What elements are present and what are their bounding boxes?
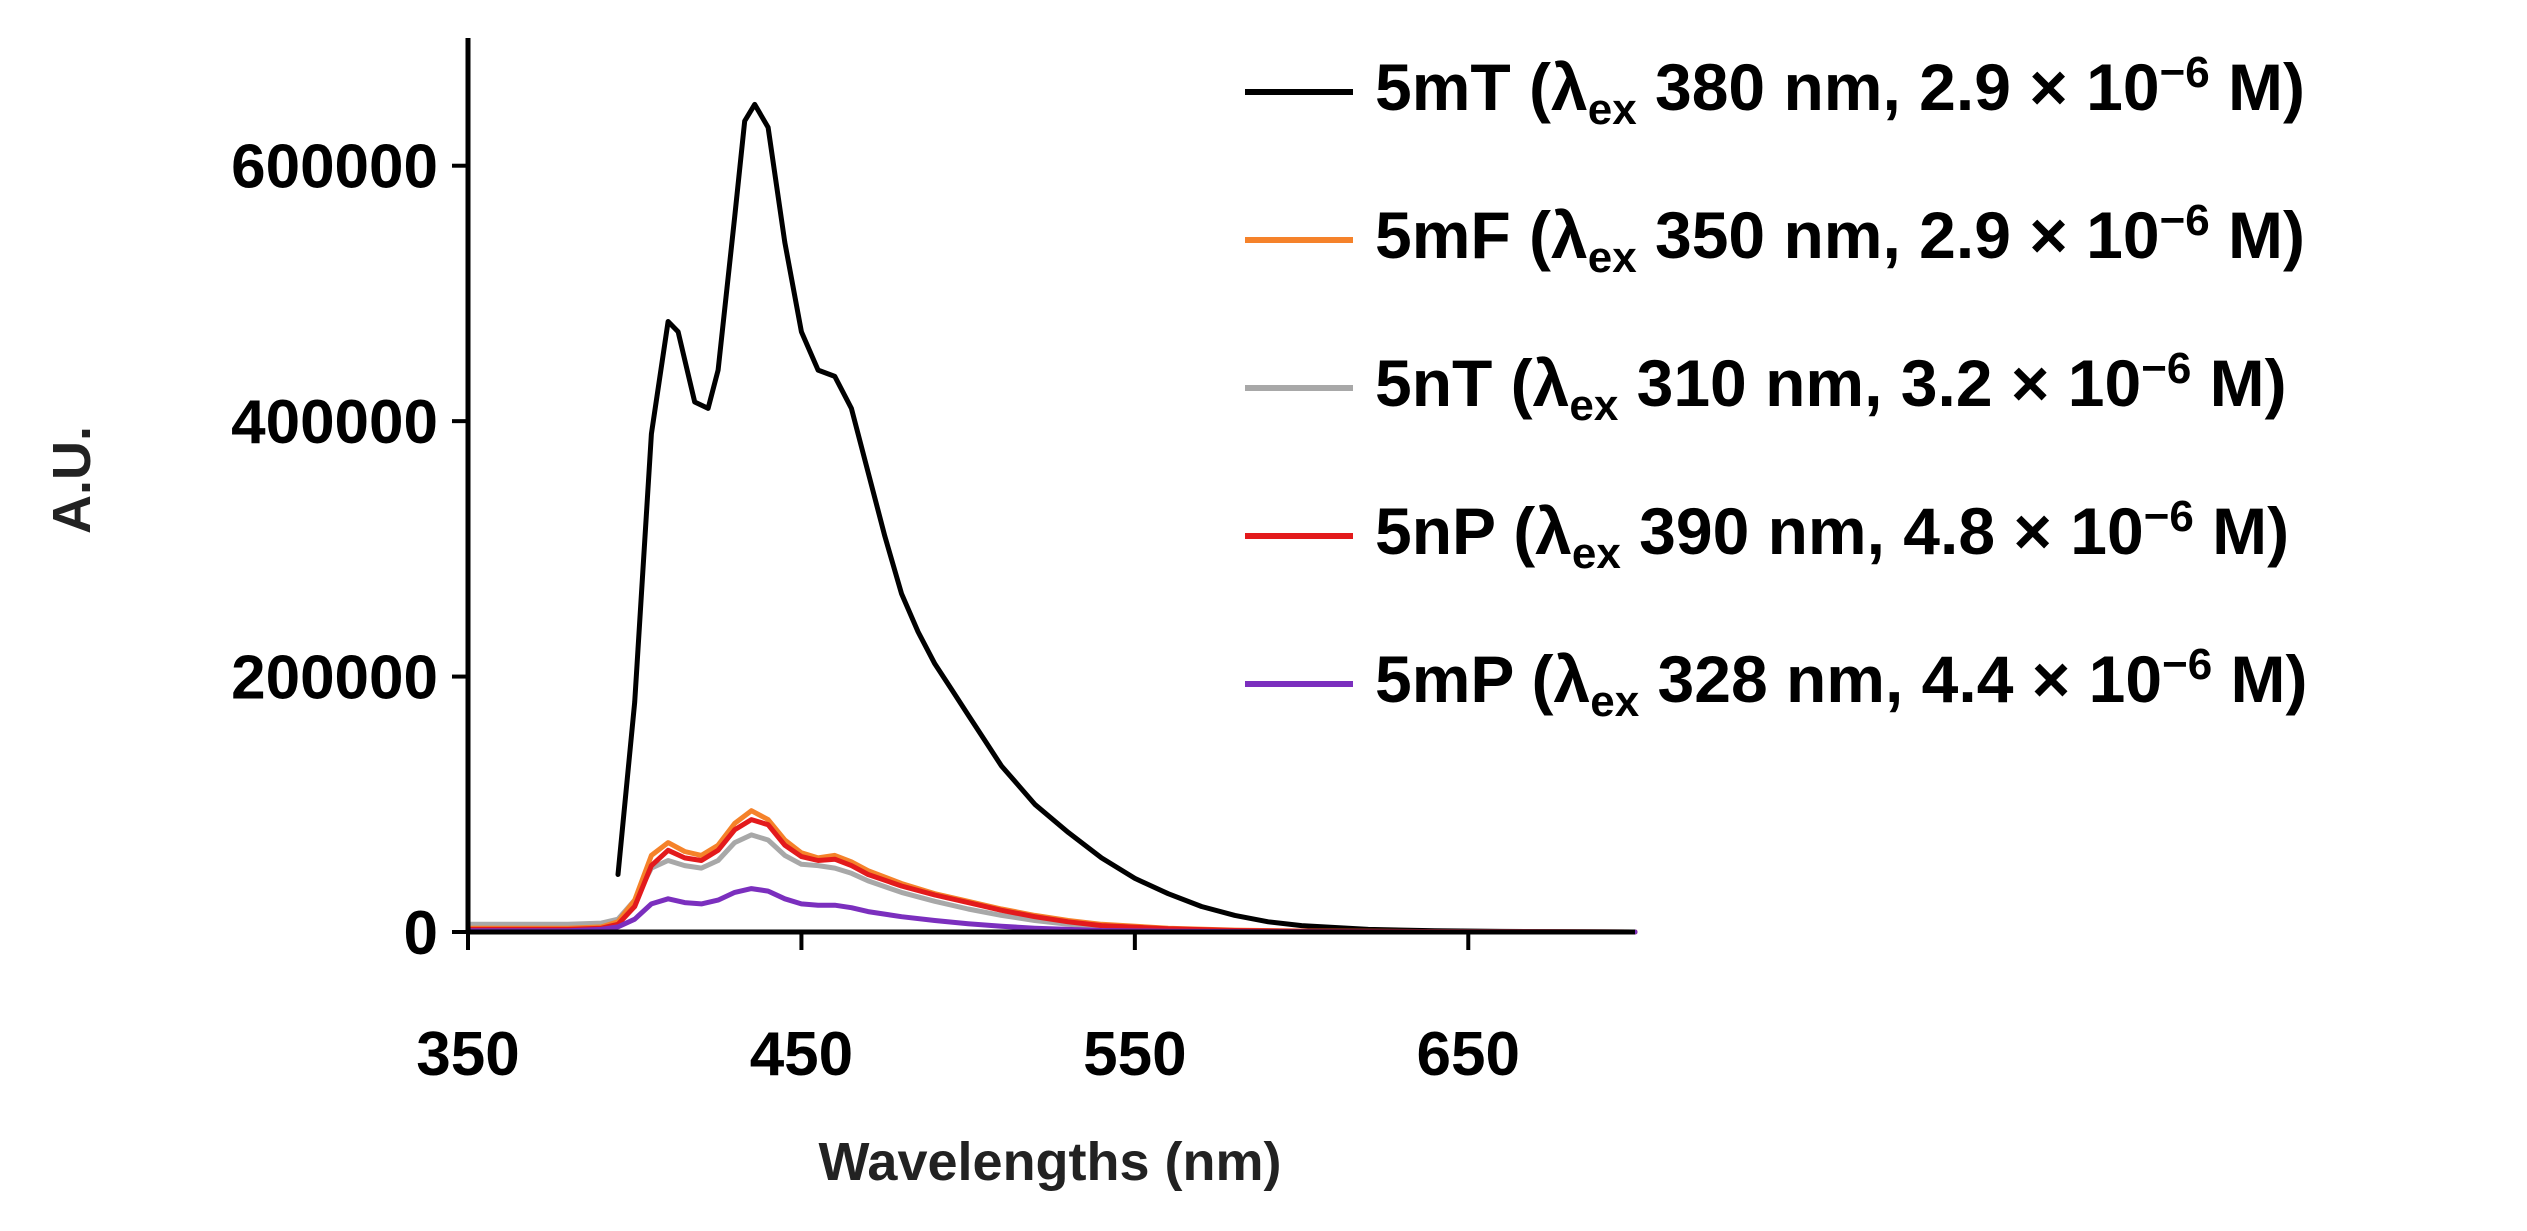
legend-swatch bbox=[1245, 681, 1353, 687]
legend-label-superscript: −6 bbox=[2143, 492, 2194, 542]
legend-label-main: 5nT (λ bbox=[1375, 346, 1570, 421]
legend-label-main: 5mF (λ bbox=[1375, 198, 1588, 273]
x-tick-label: 450 bbox=[750, 1020, 853, 1089]
legend-label: 5mF (λex 350 nm, 2.9 × 10−6 M) bbox=[1375, 196, 2305, 283]
legend-item: 5mT (λex 380 nm, 2.9 × 10−6 M) bbox=[1245, 18, 2515, 166]
legend-swatch bbox=[1245, 237, 1353, 243]
legend-label-superscript: −6 bbox=[2141, 344, 2192, 394]
series-line-5mP bbox=[465, 886, 1638, 935]
legend-label-subscript: ex bbox=[1571, 529, 1621, 579]
y-tick-label: 0 bbox=[404, 899, 438, 968]
series-layer bbox=[465, 101, 1638, 935]
legend-label-subscript: ex bbox=[1590, 677, 1640, 727]
x-axis-title: Wavelengths (nm) bbox=[818, 1132, 1281, 1192]
legend-label-main: 5mP (λ bbox=[1375, 642, 1591, 717]
legend-label: 5mT (λex 380 nm, 2.9 × 10−6 M) bbox=[1375, 48, 2305, 135]
legend-label-rest: 380 nm, 2.9 × 10 bbox=[1636, 50, 2160, 125]
legend-label-end: M) bbox=[2209, 198, 2305, 273]
legend-label-end: M) bbox=[2193, 494, 2290, 569]
y-tick-label: 400000 bbox=[231, 388, 438, 457]
legend-swatch bbox=[1245, 385, 1353, 391]
y-axis-title: A.U. bbox=[42, 426, 102, 534]
legend-label-end: M) bbox=[2212, 642, 2308, 717]
legend-swatch bbox=[1245, 533, 1353, 539]
legend-label: 5mP (λex 328 nm, 4.4 × 10−6 M) bbox=[1375, 640, 2308, 727]
legend-label-superscript: −6 bbox=[2159, 48, 2210, 98]
legend-label-subscript: ex bbox=[1587, 233, 1637, 283]
legend-label-superscript: −6 bbox=[2162, 640, 2213, 690]
axis-layer bbox=[452, 38, 1635, 950]
legend: 5mT (λex 380 nm, 2.9 × 10−6 M) 5mF (λex 3… bbox=[1245, 18, 2515, 758]
legend-label-subscript: ex bbox=[1569, 381, 1619, 431]
legend-label-rest: 350 nm, 2.9 × 10 bbox=[1636, 198, 2160, 273]
legend-label-subscript: ex bbox=[1587, 85, 1637, 135]
legend-item: 5nP (λex 390 nm, 4.8 × 10−6 M) bbox=[1245, 462, 2515, 610]
legend-item: 5mF (λex 350 nm, 2.9 × 10−6 M) bbox=[1245, 166, 2515, 314]
series-line-5mT bbox=[615, 101, 1638, 935]
legend-label-end: M) bbox=[2191, 346, 2287, 421]
legend-label: 5nT (λex 310 nm, 3.2 × 10−6 M) bbox=[1375, 344, 2287, 431]
legend-label: 5nP (λex 390 nm, 4.8 × 10−6 M) bbox=[1375, 492, 2289, 579]
legend-label-main: 5mT (λ bbox=[1375, 50, 1588, 125]
y-tick-label: 600000 bbox=[231, 133, 438, 202]
legend-label-rest: 328 nm, 4.4 × 10 bbox=[1639, 642, 2163, 717]
legend-label-main: 5nP (λ bbox=[1375, 494, 1572, 569]
legend-label-superscript: −6 bbox=[2159, 196, 2210, 246]
legend-item: 5mP (λex 328 nm, 4.4 × 10−6 M) bbox=[1245, 610, 2515, 758]
x-tick-label: 350 bbox=[416, 1020, 519, 1089]
x-tick-label: 550 bbox=[1083, 1020, 1186, 1089]
legend-label-rest: 390 nm, 4.8 × 10 bbox=[1620, 494, 2144, 569]
tick-labels: 350 450 550 650 0 200000 400000 600000 bbox=[231, 133, 1520, 1089]
legend-label-end: M) bbox=[2209, 50, 2305, 125]
legend-label-rest: 310 nm, 3.2 × 10 bbox=[1618, 346, 2142, 421]
series-line-5nP bbox=[465, 817, 1638, 935]
legend-swatch bbox=[1245, 89, 1353, 95]
x-tick-label: 650 bbox=[1417, 1020, 1520, 1089]
y-tick-label: 200000 bbox=[231, 644, 438, 713]
legend-item: 5nT (λex 310 nm, 3.2 × 10−6 M) bbox=[1245, 314, 2515, 462]
